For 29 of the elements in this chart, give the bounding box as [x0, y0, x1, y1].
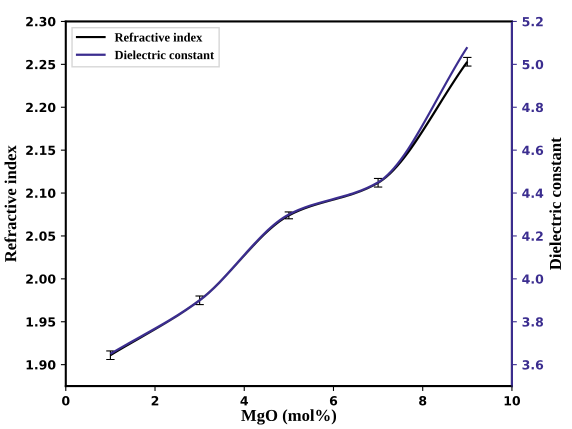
y-tick-label: 2.05 — [26, 231, 56, 241]
legend-label: Refractive index — [114, 32, 202, 42]
legend-label: Dielectric constant — [114, 50, 214, 60]
y-tick-label: 2.20 — [26, 102, 56, 112]
y-tick-label: 2.25 — [26, 60, 56, 70]
x-tick-label: 8 — [419, 396, 426, 406]
y2-tick-label: 4.0 — [522, 274, 544, 284]
y-tick-label: 1.95 — [26, 317, 56, 327]
x-tick-label: 6 — [330, 396, 338, 406]
x-axis-title: MgO (mol%) — [241, 409, 336, 425]
y-tick-label: 2.15 — [26, 146, 56, 156]
x-tick-label: 2 — [152, 396, 158, 406]
y-tick-label: 2.10 — [26, 188, 56, 198]
y2-tick-label: 4.8 — [522, 102, 544, 112]
y2-tick-label: 5.0 — [522, 60, 544, 70]
y2-tick-label: 4.6 — [522, 146, 544, 156]
x-tick-label: 4 — [240, 396, 248, 406]
y-axis-title: Refractive index — [4, 145, 16, 262]
y2-tick-label: 3.6 — [522, 360, 544, 370]
y2-axis-title: Dielectric constant — [549, 137, 562, 270]
x-tick-label: 10 — [504, 396, 520, 406]
y2-tick-label: 5.2 — [522, 16, 543, 26]
y-tick-label: 2.00 — [26, 274, 56, 284]
x-tick-label: 0 — [62, 396, 70, 406]
y2-tick-label: 4.4 — [522, 188, 544, 198]
y2-tick-label: 4.2 — [522, 231, 543, 241]
y-tick-label: 2.30 — [26, 16, 56, 26]
y-tick-label: 1.90 — [26, 360, 56, 370]
y2-tick-label: 3.8 — [522, 317, 544, 327]
